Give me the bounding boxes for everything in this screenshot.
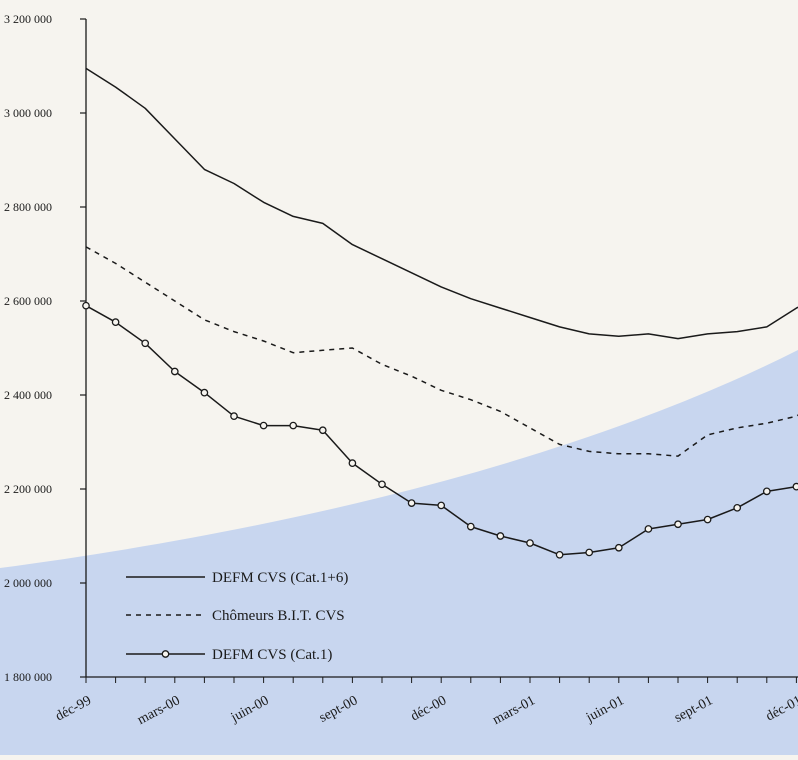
legend-label-1: DEFM CVS (Cat.1+6) xyxy=(212,570,348,586)
data-point xyxy=(200,388,209,397)
y-tick-label: 2 600 000 xyxy=(4,294,52,308)
data-point xyxy=(348,459,357,467)
data-point xyxy=(703,515,712,524)
y-tick-label: 3 000 000 xyxy=(4,106,52,120)
data-point xyxy=(496,532,505,540)
data-point xyxy=(437,501,446,510)
data-point xyxy=(141,339,150,348)
data-point xyxy=(289,421,298,430)
data-point xyxy=(614,543,623,552)
y-tick-label: 2 200 000 xyxy=(4,482,52,496)
series-layer xyxy=(82,67,798,559)
y-tick-label: 3 200 000 xyxy=(4,12,52,26)
data-point xyxy=(585,548,594,557)
data-point xyxy=(230,412,238,420)
series-line-2 xyxy=(85,246,798,457)
y-tick-label: 1 800 000 xyxy=(4,670,52,684)
data-point xyxy=(674,520,682,529)
series-line-1 xyxy=(85,67,798,340)
legend-label-2: Chômeurs B.I.T. CVS xyxy=(212,608,345,624)
data-point xyxy=(644,525,653,533)
y-tick-label: 2 000 000 xyxy=(4,576,52,590)
data-point xyxy=(762,487,771,496)
data-point xyxy=(82,301,90,310)
data-point xyxy=(170,367,179,376)
data-point xyxy=(259,421,268,430)
background-shading xyxy=(0,350,798,755)
y-tick-label: 2 400 000 xyxy=(4,388,52,402)
legend: DEFM CVS (Cat.1+6) Chômeurs B.I.T. CVS DEF… xyxy=(126,570,348,663)
y-tick-label: 2 800 000 xyxy=(4,200,52,214)
data-point xyxy=(318,426,327,435)
data-point xyxy=(111,318,120,326)
data-point xyxy=(792,482,798,491)
data-point xyxy=(555,550,564,559)
data-point xyxy=(378,480,386,489)
data-point xyxy=(407,499,416,507)
data-point xyxy=(733,503,742,512)
data-point xyxy=(466,522,475,531)
data-point xyxy=(526,539,534,547)
legend-marker xyxy=(161,650,170,658)
legend-label-3: DEFM CVS (Cat.1) xyxy=(212,647,332,663)
